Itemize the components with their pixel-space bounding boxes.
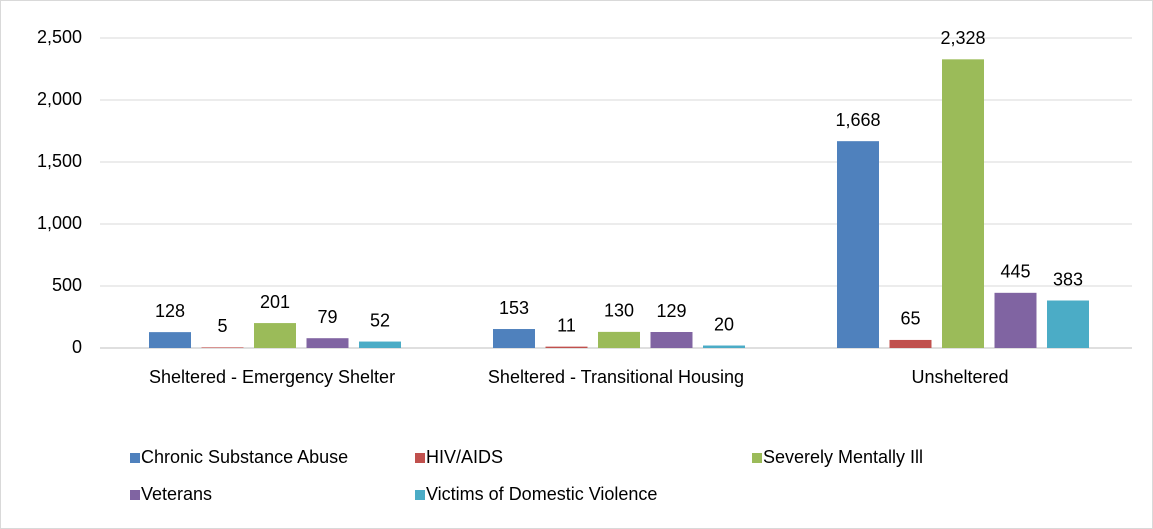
legend-swatch [130,490,140,500]
bar [359,341,401,348]
bar [1047,300,1089,348]
bar [201,347,244,348]
legend-label: Victims of Domestic Violence [426,484,657,504]
data-label: 153 [499,298,529,318]
data-label: 383 [1053,269,1083,289]
data-label: 52 [370,310,390,330]
y-tick-label: 2,500 [37,27,82,47]
y-tick-label: 1,500 [37,151,82,171]
data-label: 2,328 [940,28,985,48]
data-label: 128 [155,301,185,321]
data-label: 20 [714,314,734,334]
y-tick-label: 500 [52,275,82,295]
data-label: 5 [217,316,227,336]
data-label: 79 [317,307,337,327]
bar [149,332,191,348]
legend-swatch [415,453,425,463]
bar [254,323,296,348]
legend-swatch [415,490,425,500]
bar [306,338,349,348]
y-tick-label: 2,000 [37,89,82,109]
data-label: 130 [604,301,634,321]
data-label: 11 [557,315,576,335]
bar [598,331,640,348]
bar [889,339,932,348]
bar [493,329,535,348]
legend-label: Veterans [141,484,212,504]
y-tick-label: 0 [72,337,82,357]
bar [942,59,984,348]
legend-swatch [130,453,140,463]
data-label: 129 [656,301,686,321]
data-label: 445 [1000,262,1030,282]
legend-label: HIV/AIDS [426,447,503,467]
legend-label: Chronic Substance Abuse [141,447,348,467]
bar [650,332,693,348]
x-tick-label: Sheltered - Emergency Shelter [149,367,395,387]
legend-label: Severely Mentally Ill [763,447,923,467]
legend-swatch [752,453,762,463]
x-tick-label: Sheltered - Transitional Housing [488,367,744,387]
bar [703,345,745,348]
x-tick-label: Unsheltered [911,367,1008,387]
data-label: 201 [260,292,290,312]
y-tick-label: 1,000 [37,213,82,233]
data-label: 1,668 [835,110,880,130]
bar [545,346,588,348]
data-label: 65 [900,309,920,329]
bar [994,292,1037,348]
bar [837,141,879,348]
